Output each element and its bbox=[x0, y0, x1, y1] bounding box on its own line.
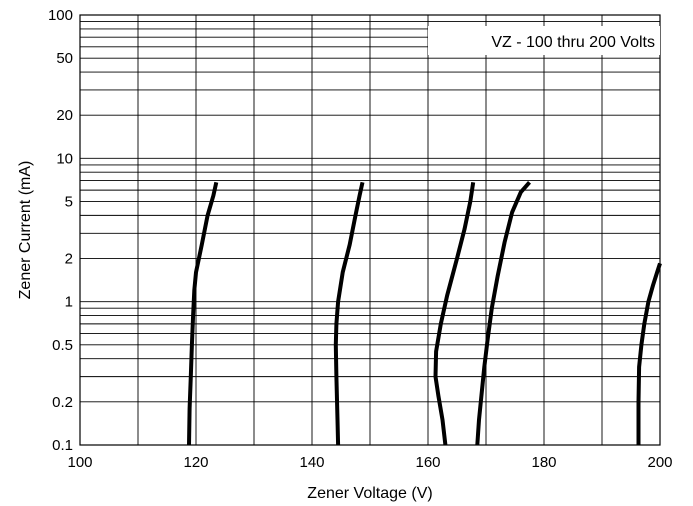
y-axis-title: Zener Current (mA) bbox=[17, 161, 34, 300]
x-tick-label: 120 bbox=[183, 454, 208, 471]
series-line-1 bbox=[187, 181, 219, 446]
annotation-background bbox=[428, 26, 660, 55]
y-tick-label: 20 bbox=[56, 107, 73, 124]
y-tick-label: 0.5 bbox=[52, 337, 73, 354]
x-tick-labels: 100 120 140 160 180 200 bbox=[67, 454, 672, 471]
y-tick-label: 0.1 bbox=[52, 437, 73, 454]
x-tick-label: 100 bbox=[67, 454, 92, 471]
annotation-text: VZ - 100 thru 200 Volts bbox=[491, 34, 655, 51]
series-line-2 bbox=[333, 181, 365, 446]
y-tick-label: 100 bbox=[48, 7, 73, 24]
series-layer bbox=[187, 180, 662, 446]
x-tick-label: 140 bbox=[299, 454, 324, 471]
annotation-box: VZ - 100 thru 200 Volts bbox=[428, 26, 660, 55]
plot-frame bbox=[79, 14, 661, 446]
series-line-3 bbox=[433, 182, 476, 446]
series-line-4 bbox=[475, 180, 532, 446]
y-tick-label: 1 bbox=[65, 294, 73, 311]
x-tick-label: 160 bbox=[415, 454, 440, 471]
x-tick-label: 180 bbox=[531, 454, 556, 471]
y-tick-label: 50 bbox=[56, 50, 73, 67]
y-tick-label: 5 bbox=[65, 193, 73, 210]
y-tick-label: 10 bbox=[56, 150, 73, 167]
y-tick-label: 0.2 bbox=[52, 394, 73, 411]
y-tick-labels: 0.1 0.2 0.5 1 2 5 10 20 50 100 bbox=[48, 7, 73, 454]
x-tick-label: 200 bbox=[647, 454, 672, 471]
y-tick-label: 2 bbox=[65, 251, 73, 268]
series-line-5 bbox=[636, 262, 662, 445]
x-axis-title: Zener Voltage (V) bbox=[307, 485, 432, 502]
